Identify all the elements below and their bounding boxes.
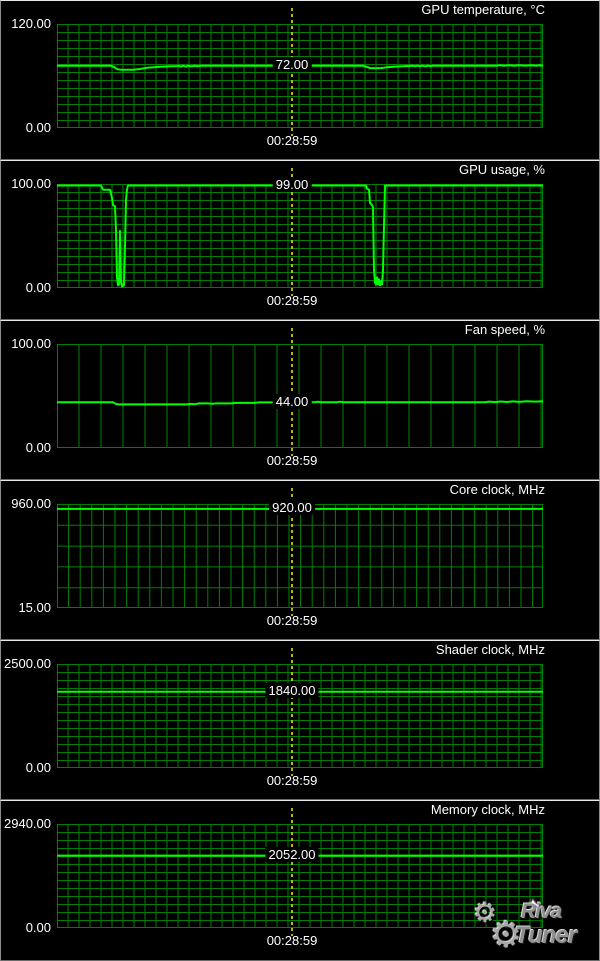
- panel-title: Core clock, MHz: [449, 482, 545, 497]
- cursor-time-label: 00:28:59: [266, 133, 318, 148]
- sparkle-icon: ✦: [525, 896, 541, 917]
- y-axis-max-label: 100.00: [11, 336, 51, 351]
- panel-gpu-temperature: GPU temperature, °C 120.00 0.00 72.00 00…: [0, 0, 600, 160]
- chart-canvas[interactable]: [57, 8, 544, 136]
- panel-shader-clock: Shader clock, MHz 2500.00 0.00 1840.00 0…: [0, 640, 600, 800]
- y-axis-max-label: 2500.00: [4, 656, 51, 671]
- logo-text-tuner: Tuner: [515, 922, 577, 949]
- panel-title: Fan speed, %: [464, 322, 545, 337]
- y-axis-min-label: 0.00: [25, 280, 51, 295]
- gear-icon: ⚙: [490, 914, 523, 955]
- y-axis-min-label: 0.00: [25, 120, 51, 135]
- chart-canvas[interactable]: [57, 648, 543, 776]
- panel-fan-speed: Fan speed, % 100.00 0.00 44.00 00:28:59: [0, 320, 600, 480]
- panel-gpu-usage: GPU usage, % 100.00 0.00 99.00 00:28:59: [0, 160, 600, 320]
- panel-title: Shader clock, MHz: [435, 642, 545, 657]
- panel-title: Memory clock, MHz: [430, 802, 545, 817]
- cursor-time-label: 00:28:59: [266, 293, 318, 308]
- chart-canvas[interactable]: [57, 168, 543, 296]
- panel-core-clock: Core clock, MHz 960.00 15.00 920.00 00:2…: [0, 480, 600, 640]
- current-value-label: 2052.00: [265, 847, 319, 863]
- panel-memory-clock: Memory clock, MHz 2940.00 0.00 2052.00 0…: [0, 800, 600, 961]
- y-axis-min-label: 0.00: [25, 440, 51, 455]
- current-value-label: 99.00: [272, 177, 312, 193]
- gear-icon: ⚙: [473, 898, 498, 928]
- rivatuner-logo: ⚙ ⚙ ✦ Riva Tuner: [473, 896, 595, 958]
- chart-canvas[interactable]: [57, 808, 543, 936]
- cursor-time-label: 00:28:59: [266, 933, 318, 948]
- y-axis-min-label: 0.00: [25, 760, 51, 775]
- y-axis-min-label: 15.00: [18, 600, 51, 615]
- chart-canvas[interactable]: [57, 488, 543, 616]
- current-value-label: 72.00: [272, 57, 312, 73]
- cursor-time-label: 00:28:59: [266, 773, 318, 788]
- y-axis-max-label: 2940.00: [4, 816, 51, 831]
- panel-title: GPU usage, %: [459, 162, 545, 177]
- panel-title: GPU temperature, °C: [421, 2, 545, 17]
- y-axis-max-label: 960.00: [11, 496, 51, 511]
- y-axis-min-label: 0.00: [25, 920, 51, 935]
- y-axis-max-label: 100.00: [11, 176, 51, 191]
- cursor-time-label: 00:28:59: [266, 613, 318, 628]
- current-value-label: 920.00: [269, 500, 315, 516]
- cursor-time-label: 00:28:59: [266, 453, 318, 468]
- logo-text-riva: Riva: [521, 900, 562, 923]
- y-axis-max-label: 120.00: [11, 16, 51, 31]
- current-value-label: 44.00: [272, 393, 312, 409]
- current-value-label: 1840.00: [265, 683, 319, 699]
